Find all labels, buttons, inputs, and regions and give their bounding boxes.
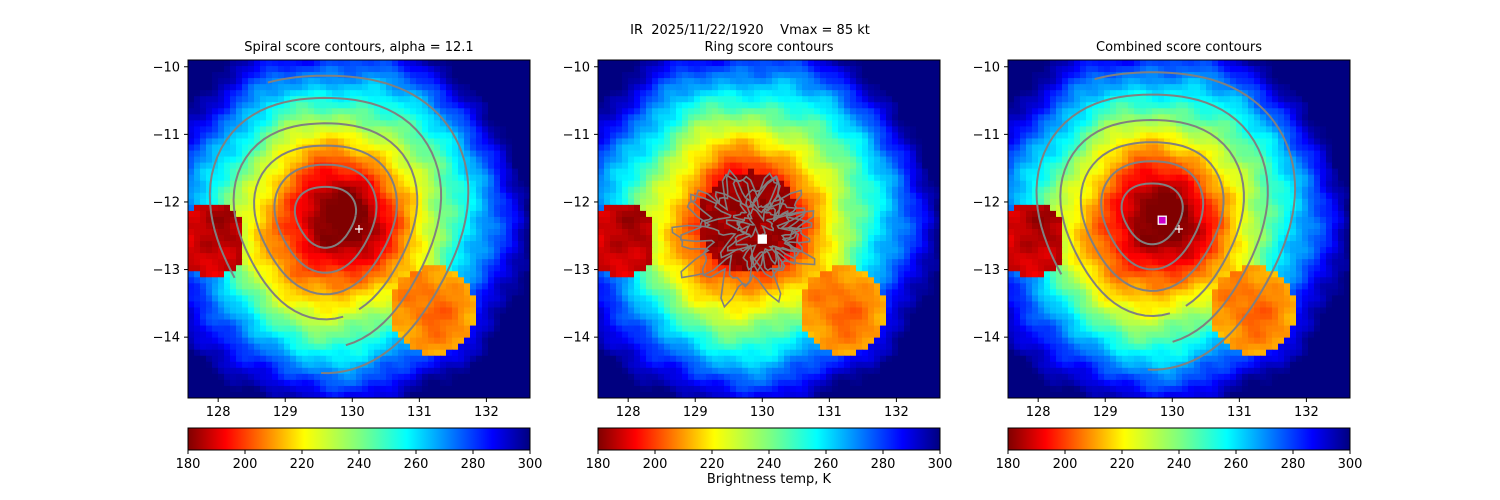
contour-line: [267, 74, 470, 375]
y-tick-label: −13: [153, 263, 180, 278]
x-tick-label: 128: [1026, 405, 1051, 420]
axes-frame: [597, 59, 941, 399]
centre-cross-marker: [355, 225, 363, 233]
colorbar-tick-label: 280: [461, 457, 486, 472]
x-tick-label: 129: [683, 405, 708, 420]
y-tick-label: −14: [563, 331, 590, 346]
colorbar-tick-label: 200: [643, 457, 668, 472]
colorbar-tick-label: 220: [1110, 457, 1135, 472]
panel-title: Combined score contours: [1096, 40, 1262, 55]
contour-line: [1120, 182, 1184, 246]
colorbar-tick-label: 200: [233, 457, 258, 472]
contour-line: [293, 185, 358, 249]
colorbar-tick-label: 200: [1053, 457, 1078, 472]
axes-frame: [1007, 59, 1351, 399]
x-tick-label: 130: [750, 405, 775, 420]
contour-line: [232, 122, 419, 321]
contour-line: [1035, 93, 1269, 343]
colorbar-tick-label: 280: [1281, 457, 1306, 472]
x-tick-label: 128: [206, 405, 231, 420]
colorbar-tick-label: 220: [290, 457, 315, 472]
colorbar-tick-label: 300: [518, 457, 543, 472]
colorbar-tick-label: 260: [814, 457, 839, 472]
contour-line: [725, 193, 811, 272]
y-tick-label: −12: [153, 195, 180, 210]
figure-suptitle: IR 2025/11/22/1920 Vmax = 85 kt: [630, 23, 870, 38]
colorbar-tick-label: 180: [996, 457, 1021, 472]
contour-line: [208, 96, 443, 347]
contour-line: [732, 196, 779, 239]
panel-title: Ring score contours: [704, 40, 833, 55]
y-tick-label: −11: [563, 128, 590, 143]
y-tick-label: −10: [973, 60, 1000, 75]
heatmap-image: [598, 60, 940, 398]
x-tick-label: 131: [407, 405, 432, 420]
y-tick-label: −11: [153, 128, 180, 143]
panel-3: 128 129 130 131 132 −10 −11 −12 −13 −14 Combined s…: [973, 40, 1363, 472]
x-tick-label: 129: [273, 405, 298, 420]
colorbar: 180 200 220 240 260 280 300: [586, 427, 953, 472]
y-tick-label: −12: [973, 195, 1000, 210]
colorbar-tick-label: 180: [176, 457, 201, 472]
x-tick-label: 131: [817, 405, 842, 420]
contour-line: [1059, 118, 1245, 318]
colorbar-gradient: [187, 427, 531, 451]
colorbar-gradient: [597, 427, 941, 451]
x-tick-label: 132: [474, 405, 499, 420]
colorbar-tick-label: 180: [586, 457, 611, 472]
panel-1: 128 129 130 131 132 −10 −11 −12 −13 −14 Spiral sco…: [153, 40, 543, 472]
contour-line: [1079, 141, 1225, 292]
y-tick-label: −13: [563, 263, 590, 278]
x-tick-label: 130: [340, 405, 365, 420]
y-tick-label: −14: [973, 331, 1000, 346]
contour-line: [273, 163, 378, 274]
colorbar-label: Brightness temp, K: [706, 472, 832, 487]
colorbar-gradient: [1007, 427, 1351, 451]
x-tick-label: 132: [1294, 405, 1319, 420]
y-tick-label: −12: [563, 195, 590, 210]
x-tick-label: 130: [1160, 405, 1185, 420]
contour-lines: [208, 74, 470, 375]
contour-line: [671, 173, 816, 309]
colorbar-tick-label: 260: [404, 457, 429, 472]
x-tick-label: 132: [884, 405, 909, 420]
colorbar-tick-label: 300: [1338, 457, 1363, 472]
y-tick-label: −13: [973, 263, 1000, 278]
x-tick-label: 131: [1227, 405, 1252, 420]
y-tick-label: −10: [563, 60, 590, 75]
contour-lines: [1035, 71, 1297, 371]
contour-lines: [671, 168, 816, 309]
contour-line: [253, 144, 398, 296]
axes-frame: [187, 59, 531, 399]
x-tick-label: 129: [1093, 405, 1118, 420]
centre-square-marker: [757, 234, 767, 244]
centre-square-marker: [1157, 215, 1167, 225]
contour-line: [1094, 71, 1297, 371]
contour-line: [1100, 160, 1205, 271]
colorbar-tick-label: 260: [1224, 457, 1249, 472]
centre-cross-marker: [1175, 225, 1183, 233]
x-tick-label: 128: [616, 405, 641, 420]
colorbar-tick-label: 300: [928, 457, 953, 472]
colorbar: 180 200 220 240 260 280 300: [996, 427, 1363, 472]
panel-title: Spiral score contours, alpha = 12.1: [244, 40, 473, 55]
heatmap-image: [1008, 60, 1350, 398]
panel-2: 128 129 130 131 132 −10 −11 −12 −13 −14 Ring score…: [563, 40, 953, 472]
colorbar: 180 200 220 240 260 280 300: [176, 427, 543, 472]
colorbar-tick-label: 240: [1167, 457, 1192, 472]
colorbar-tick-label: 240: [347, 457, 372, 472]
y-tick-label: −11: [973, 128, 1000, 143]
colorbar-tick-label: 280: [871, 457, 896, 472]
y-tick-label: −10: [153, 60, 180, 75]
y-tick-label: −14: [153, 331, 180, 346]
colorbar-tick-label: 240: [757, 457, 782, 472]
colorbar-tick-label: 220: [700, 457, 725, 472]
